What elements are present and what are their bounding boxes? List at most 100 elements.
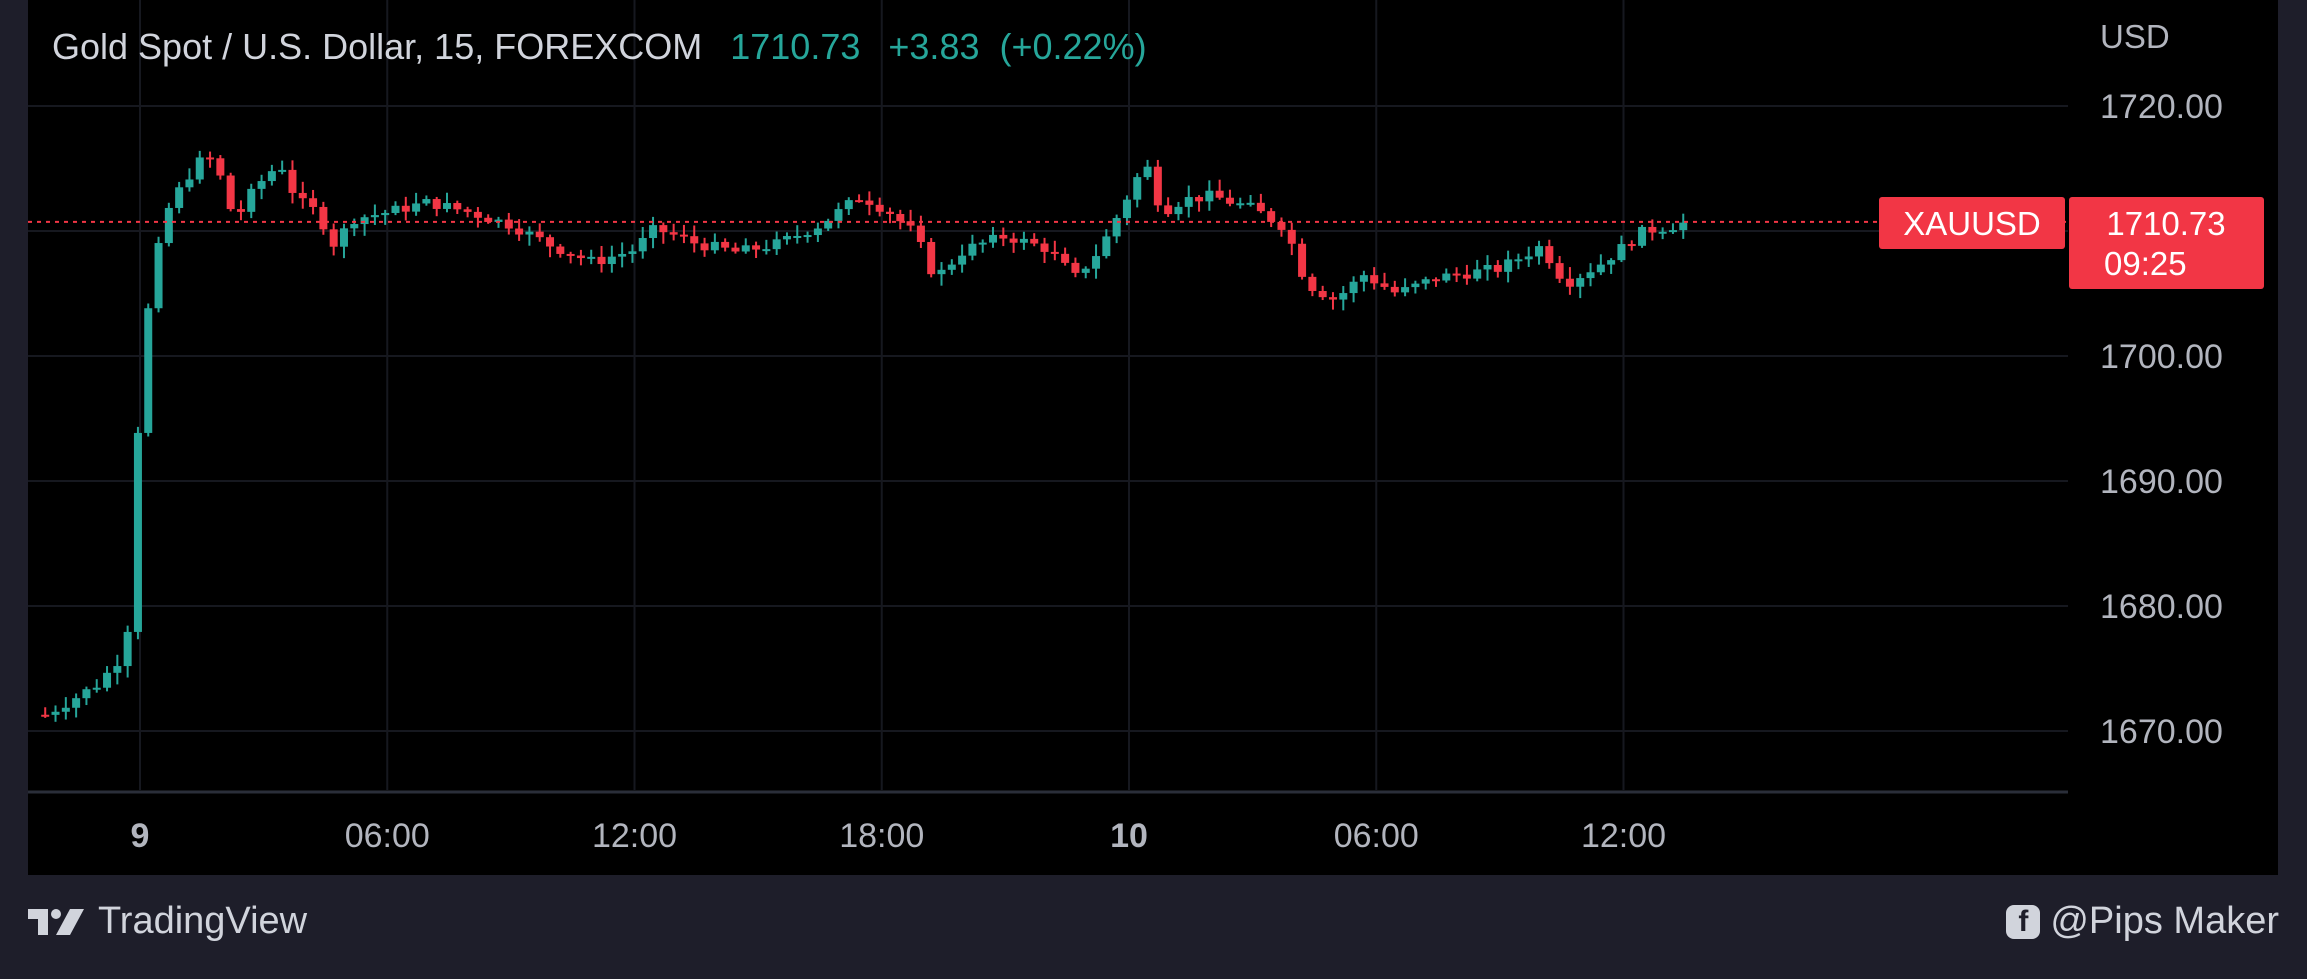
candle-body xyxy=(618,253,627,257)
time-tick-label: 18:00 xyxy=(839,817,924,855)
candle-body xyxy=(401,205,410,212)
candle-body xyxy=(123,631,132,667)
price-tick-label: 1700.00 xyxy=(2100,338,2223,376)
candle-body xyxy=(1586,272,1595,279)
currency-label: USD xyxy=(2100,18,2170,55)
candle-body xyxy=(236,209,245,212)
price-tag-value: 1710.73 xyxy=(2106,205,2225,242)
candle-body xyxy=(309,198,318,207)
credit-text: @Pips Maker xyxy=(2050,900,2279,942)
candle-body xyxy=(1483,265,1492,270)
candle-body xyxy=(896,213,905,222)
candle-body xyxy=(370,215,379,218)
candle-body xyxy=(535,231,544,238)
candle-body xyxy=(638,238,647,252)
candle-body xyxy=(185,179,194,188)
candle-body xyxy=(1236,203,1245,206)
candle-body xyxy=(278,169,287,172)
candle-body xyxy=(1442,273,1451,281)
price-change-pct: (+0.22%) xyxy=(999,26,1147,67)
candle-body xyxy=(659,225,668,233)
candle-body xyxy=(731,247,740,252)
symbol-title[interactable]: Gold Spot / U.S. Dollar, 15, FOREXCOM xyxy=(52,26,703,67)
candle-body xyxy=(1514,259,1523,262)
candle-body xyxy=(1452,273,1461,276)
last-price: 1710.73 xyxy=(730,26,861,67)
chart-pane[interactable] xyxy=(28,0,2278,875)
candle-body xyxy=(1432,279,1441,282)
candle-body xyxy=(1390,286,1399,293)
candle-body xyxy=(82,689,91,699)
price-change: +3.83 xyxy=(888,26,980,67)
candle-body xyxy=(649,225,658,239)
candle-body xyxy=(927,241,936,275)
candle-body xyxy=(865,200,874,205)
ticker-tag xyxy=(1879,197,2065,249)
candle-body xyxy=(1401,287,1410,293)
candle-body xyxy=(1308,276,1317,291)
time-tick-label: 12:00 xyxy=(592,817,677,855)
candle-body xyxy=(1339,293,1348,300)
candle-series xyxy=(41,150,1688,722)
candle-body xyxy=(154,243,163,309)
candle-body xyxy=(1112,218,1121,237)
candle-body xyxy=(1493,265,1502,272)
candle-body xyxy=(1617,244,1626,261)
candle-body xyxy=(1153,166,1162,206)
candle-body xyxy=(958,255,967,265)
candle-body xyxy=(1050,251,1059,254)
candle-body xyxy=(473,211,482,218)
candle-body xyxy=(504,219,513,229)
candle-body xyxy=(1328,297,1337,300)
candle-body xyxy=(885,211,894,214)
price-tick-label: 1680.00 xyxy=(2100,588,2223,626)
candle-body xyxy=(1349,281,1358,294)
candle-body xyxy=(679,234,688,237)
candle-body xyxy=(803,235,812,238)
time-tick-label: 12:00 xyxy=(1581,817,1666,855)
candle-body xyxy=(1668,230,1677,233)
candle-body xyxy=(1122,199,1131,219)
candle-body xyxy=(793,235,802,238)
author-credit: f @Pips Maker xyxy=(2006,900,2279,943)
candle-body xyxy=(1473,269,1482,279)
time-tick-label: 10 xyxy=(1110,817,1148,855)
candle-body xyxy=(576,255,585,259)
candle-body xyxy=(412,203,421,212)
candle-body xyxy=(453,203,462,210)
candle-body xyxy=(556,246,565,254)
candle-body xyxy=(1545,246,1554,264)
candle-body xyxy=(978,242,987,245)
candle-body xyxy=(381,212,390,216)
candle-body xyxy=(1421,279,1430,284)
candle-body xyxy=(772,239,781,250)
candle-body xyxy=(1370,275,1379,284)
candle-body xyxy=(1576,278,1585,287)
candle-body xyxy=(443,203,452,209)
candle-body xyxy=(267,171,276,182)
candle-body xyxy=(206,157,215,160)
candle-body xyxy=(288,169,297,193)
candle-body xyxy=(432,199,441,209)
candle-body xyxy=(1215,190,1224,198)
candle-body xyxy=(1277,221,1286,230)
candle-body xyxy=(175,187,184,208)
candle-body xyxy=(1256,202,1265,212)
tradingview-brand[interactable]: TradingView xyxy=(26,900,307,943)
candle-body xyxy=(1679,222,1688,231)
facebook-icon: f xyxy=(2006,904,2041,939)
chart-grid xyxy=(28,0,2068,790)
time-tick-label: 9 xyxy=(131,817,150,855)
candle-body xyxy=(339,228,348,247)
candle-body xyxy=(1205,190,1214,202)
candle-body xyxy=(1627,244,1636,247)
ticker-text: XAUUSD xyxy=(1903,205,2041,242)
candle-body xyxy=(72,698,81,708)
candle-body xyxy=(463,209,472,212)
candle-body xyxy=(298,192,307,199)
candle-body xyxy=(1380,283,1389,287)
candle-body xyxy=(1102,236,1111,257)
candle-body xyxy=(1164,205,1173,215)
candle-body xyxy=(700,243,709,251)
